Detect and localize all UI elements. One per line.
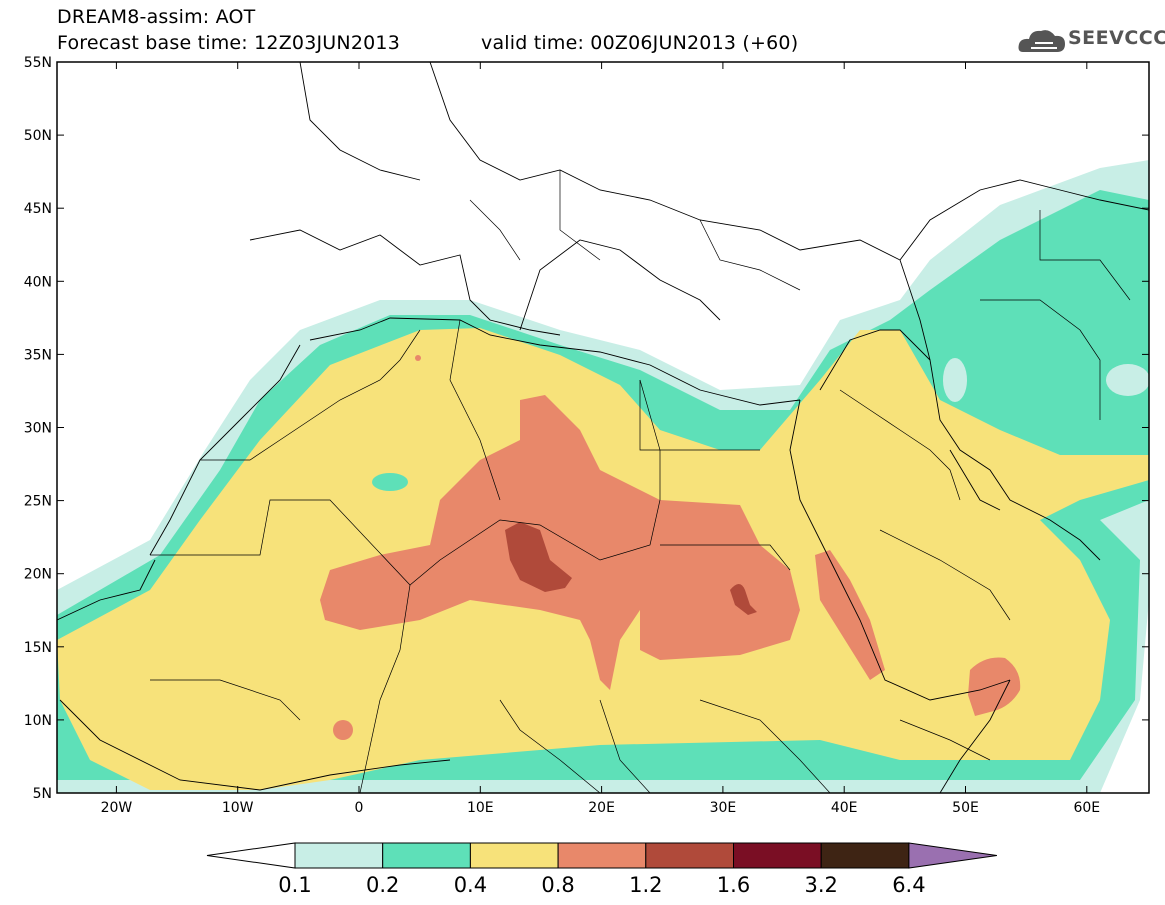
lat-axis: 55N 50N 45N 40N 35N 30N 25N 20N 15N 10N 5N (24, 55, 1149, 802)
lon-label: 10E (467, 800, 494, 816)
lon-label: 20E (588, 800, 615, 816)
lon-label: 60E (1073, 800, 1100, 816)
colorbar-label: 1.6 (717, 873, 750, 897)
lat-label: 35N (24, 347, 52, 363)
lat-label: 30N (24, 421, 52, 437)
borders (150, 170, 1131, 793)
colorbar-bin (645, 842, 734, 869)
lon-label: 20W (101, 800, 133, 816)
colorbar-label: 0.1 (278, 873, 311, 897)
valid-time: valid time: 00Z06JUN2013 (+60) (481, 32, 799, 54)
logo-text: SEEVCCC (1068, 27, 1165, 49)
lon-label: 0 (355, 800, 364, 816)
lat-label: 25N (24, 494, 52, 510)
colorbar-label: 6.4 (892, 873, 925, 897)
lat-label: 45N (24, 201, 52, 217)
chart-title: DREAM8-assim: AOT (57, 6, 256, 28)
lon-axis: 20W 10W 0 10E 20E 30E 40E 50E 60E (101, 62, 1100, 816)
aot-0.8-region-somalia (968, 657, 1021, 716)
colorbar-label: 0.4 (454, 873, 487, 897)
lon-label: 30E (710, 800, 737, 816)
lon-label: 50E (952, 800, 979, 816)
aot-1.2-region (505, 522, 572, 592)
colorbar-bin (557, 842, 647, 869)
lon-label: 10W (222, 800, 254, 816)
aot-0.8-region (320, 395, 800, 690)
lat-label: 15N (24, 640, 52, 656)
colorbar-min-arrow (206, 842, 296, 869)
lat-label: 10N (24, 713, 52, 729)
colorbar-bin (382, 842, 471, 869)
colorbar-label: 1.2 (629, 873, 662, 897)
lat-label: 55N (24, 55, 52, 71)
aot-0.8-region-guinea (333, 720, 353, 740)
coastlines (57, 62, 1149, 793)
lat-label: 5N (33, 786, 52, 802)
colorbar: 0.1 0.2 0.4 0.8 1.2 1.6 3.2 6.4 (206, 842, 997, 897)
aot-0.8-region-redsea (815, 550, 885, 680)
colorbar-max-arrow (908, 842, 997, 869)
cloud-icon (1018, 30, 1065, 52)
colorbar-bin (820, 842, 910, 869)
lon-label: 40E (831, 800, 858, 816)
colorbar-label: 0.8 (541, 873, 574, 897)
lat-label: 50N (24, 128, 52, 144)
colorbar-bin (733, 842, 822, 869)
forecast-base-time: Forecast base time: 12Z03JUN2013 (57, 32, 400, 54)
aot-1.2-region-sudan (730, 584, 757, 615)
colorbar-label: 3.2 (804, 873, 837, 897)
lat-label: 20N (24, 567, 52, 583)
colorbar-label: 0.2 (366, 873, 399, 897)
colorbar-bin (294, 842, 384, 869)
lat-label: 40N (24, 274, 52, 290)
colorbar-bin (469, 842, 559, 869)
